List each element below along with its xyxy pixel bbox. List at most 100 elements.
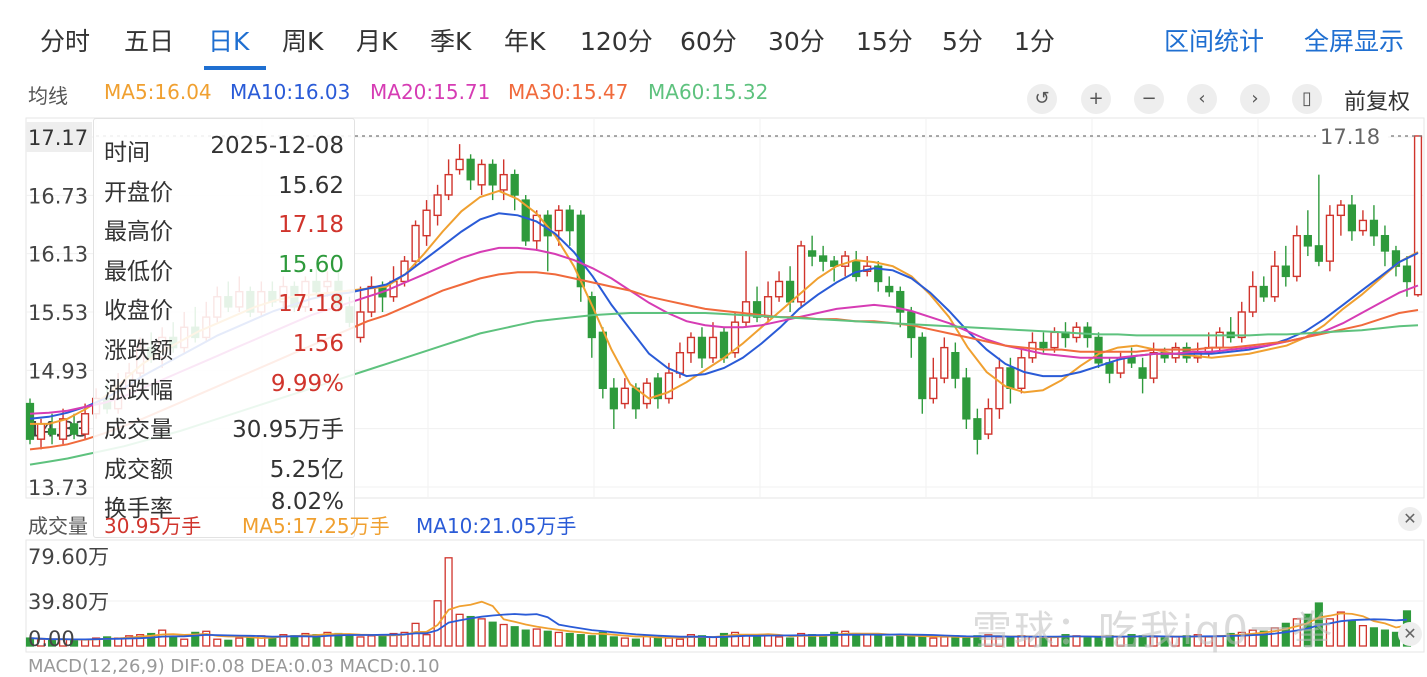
chevron-right-icon[interactable]: › bbox=[1240, 84, 1270, 114]
volume-bar bbox=[554, 631, 563, 647]
volume-ma-line-10 bbox=[29, 613, 1408, 641]
tab-6[interactable]: 年K bbox=[504, 27, 546, 56]
candle-body bbox=[1094, 336, 1103, 364]
tab-9[interactable]: 30分 bbox=[768, 27, 825, 56]
candle-body bbox=[58, 418, 68, 440]
candle-body bbox=[1358, 219, 1368, 232]
candle-body bbox=[1369, 219, 1379, 237]
volume-bar bbox=[191, 631, 200, 647]
candle-body bbox=[951, 351, 960, 379]
volume-bar bbox=[1270, 627, 1279, 647]
price-tick-label: 15.53 bbox=[28, 301, 88, 325]
volume-bar bbox=[136, 634, 145, 647]
volume-legend-item: 30.95万手 bbox=[104, 514, 202, 538]
candle-body bbox=[730, 321, 740, 354]
chevron-left-icon[interactable]: ‹ bbox=[1187, 84, 1217, 114]
candle-body bbox=[1050, 331, 1059, 349]
volume-bar bbox=[499, 623, 508, 647]
volume-bar bbox=[1061, 634, 1070, 647]
candle-body bbox=[752, 301, 762, 318]
candle-body bbox=[719, 331, 729, 359]
candle-body bbox=[962, 377, 971, 420]
adjust-mode-button[interactable]: 前复权 bbox=[1344, 90, 1411, 115]
tab-0[interactable]: 分时 bbox=[40, 27, 91, 56]
candle-icon[interactable]: ▯ bbox=[1292, 84, 1322, 114]
volume-bar bbox=[962, 636, 971, 647]
tab-12[interactable]: 1分 bbox=[1014, 27, 1055, 56]
tooltip-row: 开盘价 15.62 bbox=[104, 173, 344, 211]
candle-body bbox=[675, 351, 685, 374]
volume-bar bbox=[752, 635, 762, 647]
candle-body bbox=[940, 346, 949, 379]
volume-bar bbox=[929, 637, 938, 647]
volume-tick-label: 79.60万 bbox=[28, 545, 109, 569]
tab-5[interactable]: 季K bbox=[430, 27, 472, 56]
candle-body bbox=[554, 209, 563, 232]
range-stats-button[interactable]: 区间统计 bbox=[1164, 27, 1265, 56]
volume-bar bbox=[323, 631, 332, 647]
candle-body bbox=[874, 265, 883, 283]
volume-bar bbox=[686, 634, 696, 647]
tab-7[interactable]: 120分 bbox=[580, 27, 653, 56]
volume-bar bbox=[510, 626, 519, 647]
volume-bar bbox=[1094, 637, 1103, 647]
volume-bar bbox=[841, 630, 850, 647]
tooltip-key: 最低价 bbox=[104, 258, 173, 285]
volume-bar bbox=[918, 636, 927, 647]
candle-body bbox=[477, 163, 486, 186]
tab-4[interactable]: 月K bbox=[356, 27, 398, 56]
volume-bar bbox=[1380, 629, 1390, 647]
tab-2[interactable]: 日K bbox=[208, 27, 250, 56]
ma-legend-item: MA5:16.04 bbox=[104, 80, 212, 104]
volume-legend: 成交量 30.95万手 MA5:17.25万手 MA10:21.05万手 bbox=[0, 508, 1427, 538]
close-volume-icon[interactable]: ✕ bbox=[1398, 507, 1422, 531]
candle-body bbox=[1413, 135, 1423, 296]
tooltip-value: 5.25亿 bbox=[269, 456, 344, 483]
volume-bar bbox=[147, 632, 156, 647]
fullscreen-button[interactable]: 全屏显示 bbox=[1304, 27, 1405, 56]
tab-1[interactable]: 五日 bbox=[124, 27, 175, 56]
volume-bar bbox=[466, 615, 475, 647]
volume-bar bbox=[69, 639, 79, 647]
tooltip-value: 30.95万手 bbox=[232, 417, 344, 444]
tab-8[interactable]: 60分 bbox=[680, 27, 737, 56]
tooltip-row: 收盘价 17.18 bbox=[104, 291, 344, 329]
volume-bar bbox=[367, 635, 376, 647]
volume-bar bbox=[775, 636, 784, 647]
volume-bar bbox=[819, 635, 828, 647]
tooltip-row: 时间 2025-12-08 bbox=[104, 133, 344, 171]
volume-bar bbox=[290, 635, 299, 647]
candle-body bbox=[796, 245, 806, 303]
undo-icon[interactable]: ↺ bbox=[1027, 84, 1057, 114]
candle-body bbox=[532, 214, 541, 242]
price-tick-label: 14.93 bbox=[28, 359, 88, 383]
candle-body bbox=[499, 173, 508, 191]
candle-body bbox=[620, 387, 629, 405]
tab-10[interactable]: 15分 bbox=[856, 27, 913, 56]
candle-body bbox=[774, 280, 784, 298]
tooltip-key: 收盘价 bbox=[104, 298, 173, 325]
candle-body bbox=[1105, 362, 1114, 374]
zoom-in-icon[interactable]: + bbox=[1081, 84, 1111, 114]
candle-body bbox=[411, 224, 420, 262]
volume-bar bbox=[25, 637, 35, 647]
candle-body bbox=[918, 336, 927, 400]
axis-highlight bbox=[26, 122, 92, 152]
last-price-label: 17.18 bbox=[1320, 125, 1380, 149]
candle-body bbox=[47, 428, 57, 435]
volume-bar bbox=[488, 621, 497, 647]
volume-bar bbox=[455, 613, 464, 647]
volume-bar bbox=[1292, 618, 1301, 647]
volume-bar bbox=[356, 636, 365, 647]
tab-11[interactable]: 5分 bbox=[942, 27, 983, 56]
candle-body bbox=[609, 387, 618, 410]
zoom-out-icon[interactable]: − bbox=[1134, 84, 1164, 114]
tab-3[interactable]: 周K bbox=[282, 27, 324, 56]
close-macd-icon[interactable]: ✕ bbox=[1398, 622, 1422, 646]
volume-bar bbox=[125, 635, 134, 647]
candle-body bbox=[1248, 285, 1257, 313]
last-price-bg bbox=[1316, 123, 1388, 146]
candle-body bbox=[653, 377, 663, 400]
volume-bar bbox=[1369, 627, 1379, 647]
tooltip-row: 成交额 5.25亿 bbox=[104, 450, 344, 488]
